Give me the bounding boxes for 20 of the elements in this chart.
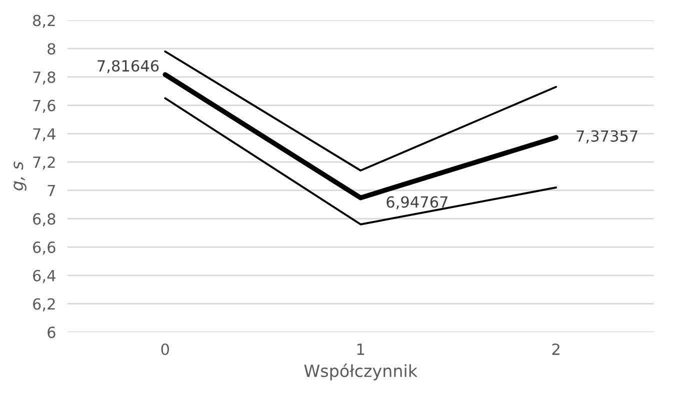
- y-tick-label: 6,6: [33, 242, 56, 255]
- y-axis-title: g, s: [14, 162, 26, 191]
- data-label: 6,94767: [386, 196, 448, 210]
- y-tick-label: 8: [48, 43, 56, 55]
- x-tick-label: 2: [552, 343, 560, 355]
- y-tick-label: 7,4: [33, 128, 56, 142]
- y-tick-label: 6,4: [33, 270, 56, 283]
- x-tick-label: 0: [161, 343, 169, 356]
- y-tick-label: 7,2: [33, 156, 55, 170]
- x-axis-title: Współczynnik: [304, 364, 418, 380]
- x-tick-label: 1: [357, 344, 364, 355]
- y-tick-label: 6,8: [33, 213, 56, 226]
- y-tick-label: 6: [48, 326, 56, 338]
- y-tick-label: 7: [48, 185, 55, 196]
- y-tick-label: 7,6: [33, 100, 56, 113]
- y-tick-label: 7,8: [33, 71, 56, 85]
- y-tick-label: 8,2: [33, 14, 55, 28]
- data-label: 7,81646: [98, 60, 159, 74]
- data-label: 7,37357: [576, 130, 638, 144]
- y-tick-label: 6,2: [33, 298, 55, 312]
